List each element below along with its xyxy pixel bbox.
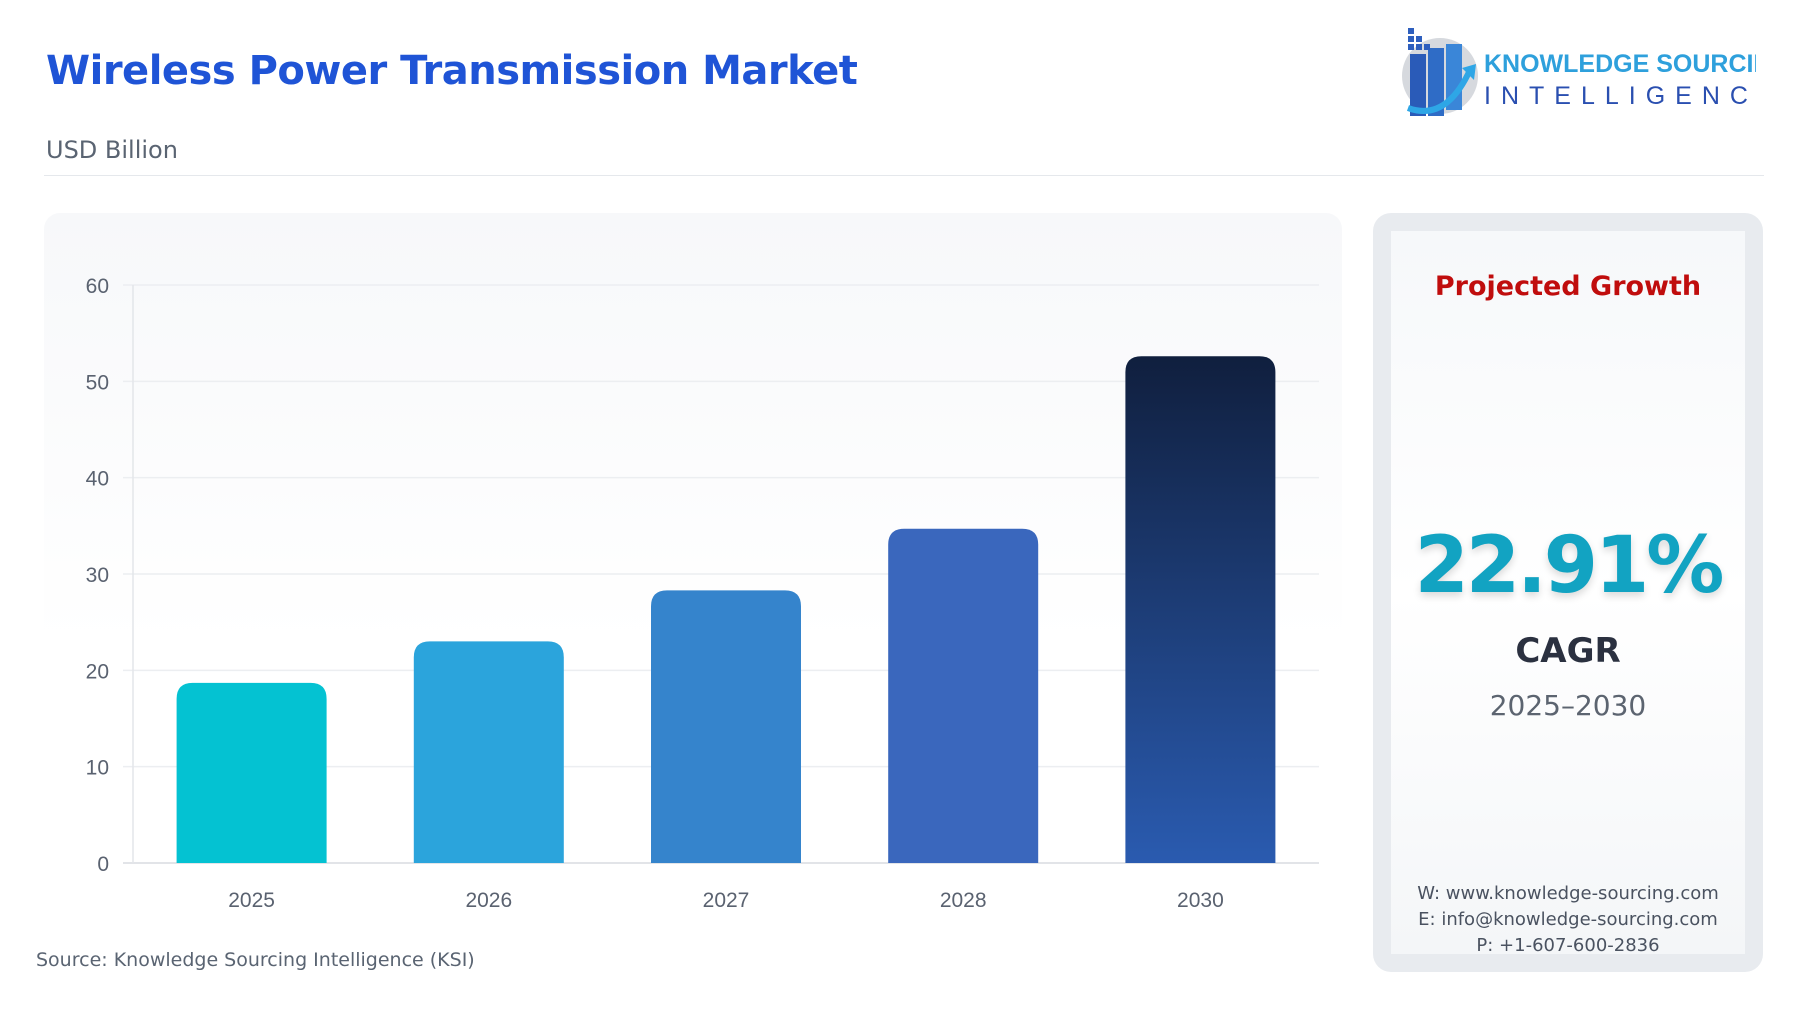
contact-info: W: www.knowledge-sourcing.com E: info@kn… — [1391, 881, 1745, 959]
bar-2030 — [1125, 356, 1276, 863]
y-tick-label: 50 — [86, 371, 109, 394]
bar-2027 — [651, 590, 801, 863]
source-note: Source: Knowledge Sourcing Intelligence … — [36, 949, 475, 971]
x-tick-label: 2025 — [228, 889, 275, 912]
growth-panel: Projected Growth 22.91% CAGR 2025–2030 W… — [1373, 213, 1763, 972]
x-tick-label: 2030 — [1177, 889, 1224, 912]
website-link[interactable]: W: www.knowledge-sourcing.com — [1417, 883, 1719, 904]
x-tick-label: 2028 — [940, 889, 987, 912]
y-tick-label: 10 — [86, 757, 109, 780]
y-tick-label: 20 — [86, 660, 109, 683]
y-tick-label: 40 — [86, 468, 109, 491]
cagr-label: CAGR — [1515, 631, 1621, 671]
cagr-value: 22.91% — [1414, 521, 1725, 611]
bar-2026 — [413, 641, 564, 863]
phone-text: P: +1-607-600-2836 — [1476, 935, 1660, 956]
x-tick-label: 2026 — [465, 889, 512, 912]
cagr-period: 2025–2030 — [1489, 689, 1647, 722]
divider — [44, 175, 1764, 176]
bar-2028 — [888, 528, 1039, 863]
logo-text-line2: INTELLIGENCE — [1484, 82, 1756, 110]
y-tick-label: 30 — [86, 564, 109, 587]
panel-heading: Projected Growth — [1434, 271, 1702, 302]
email-link[interactable]: E: info@knowledge-sourcing.com — [1418, 909, 1718, 930]
unit-subtitle: USD Billion — [46, 136, 178, 164]
company-logo: KNOWLEDGE SOURCING INTELLIGENCE — [1402, 28, 1756, 116]
bar-2025 — [176, 682, 327, 863]
y-tick-label: 60 — [86, 275, 109, 298]
page-title: Wireless Power Transmission Market — [46, 48, 858, 94]
y-tick-label: 0 — [97, 853, 109, 876]
x-tick-label: 2027 — [703, 889, 750, 912]
logo-text-line1: KNOWLEDGE SOURCING — [1484, 50, 1756, 78]
